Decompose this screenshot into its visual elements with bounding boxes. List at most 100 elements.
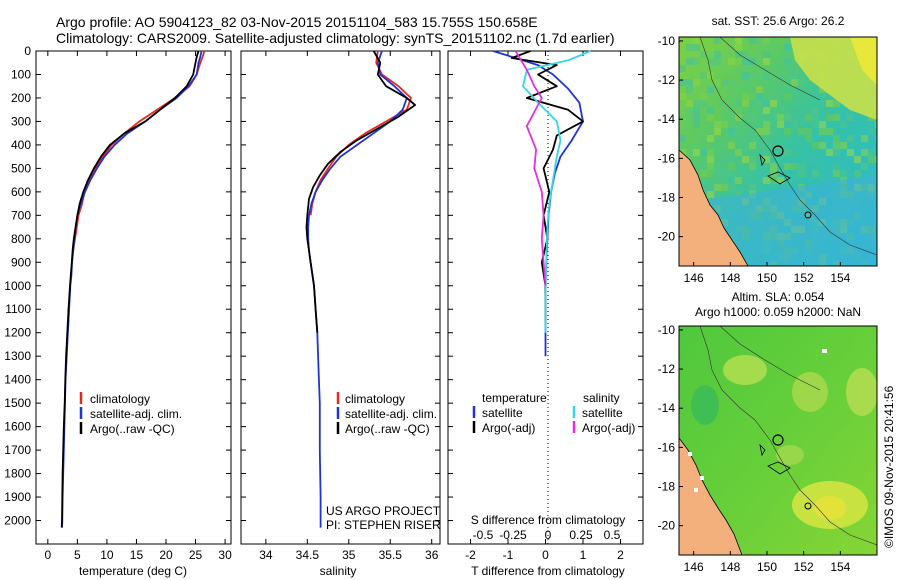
sla-map-axes: 146 148 150 152 154 -10 -12 -14 -16 -18 -20 (658, 323, 851, 574)
sst-pixel (847, 149, 854, 156)
sst-pixel (798, 170, 805, 177)
series-line-salinity-argo-adj- (514, 50, 547, 286)
islet-icon (804, 211, 812, 219)
sst-pixel (798, 128, 805, 135)
s-tick: -0.25 (499, 528, 527, 542)
sst-pixel (833, 100, 840, 107)
sst-pixel (742, 156, 749, 163)
sla-blob (846, 368, 877, 416)
sst-pixel (707, 149, 714, 156)
depth-tick-label: 0 (24, 44, 31, 58)
map-lon-label: 150 (757, 271, 777, 285)
sst-pixel (861, 149, 868, 156)
sst-pixel (714, 51, 721, 58)
temperature-panel: 0100200300400500600700800900100011001200… (4, 44, 232, 578)
s-difference-label: S difference from climatology (471, 513, 626, 527)
sst-pixel (791, 107, 798, 114)
sst-pixel (763, 121, 770, 128)
sst-pixel (756, 128, 763, 135)
sst-pixel (763, 128, 770, 135)
sst-pixel (756, 170, 763, 177)
legend-label-satellite: satellite-adj. clim. (345, 407, 437, 421)
sst-pixel (763, 100, 770, 107)
map-lat-label: -12 (658, 73, 676, 87)
sst-map-panel: sat. SST: 25.6 Argo: 26.2 146 148 150 152 15… (658, 14, 878, 285)
depth-tick-label: 100 (11, 67, 31, 81)
legend-label-argo: Argo(..raw -QC) (345, 422, 430, 436)
sla-map-panel: Altim. SLA: 0.054 Argo h1000: 0.059 h200… (658, 290, 878, 574)
missing-data-pixel (694, 488, 698, 492)
sst-pixel (707, 107, 714, 114)
sla-blob (792, 372, 828, 412)
map-lat-label: -10 (658, 34, 676, 48)
sst-pixel (700, 51, 707, 58)
depth-tick-label: 800 (11, 232, 31, 246)
sst-pixel (756, 184, 763, 191)
x-tick-label: -2 (465, 548, 476, 562)
sst-pixel (847, 135, 854, 142)
sst-pixel (742, 58, 749, 65)
depth-axis: 0 100 200 300 400 500 600 700 800 900 1000 1100 1200… (4, 44, 231, 528)
missing-data-pixel (822, 349, 827, 353)
sla-blob (814, 496, 846, 520)
depth-tick-label: 1800 (4, 467, 31, 481)
sst-pixel (854, 170, 861, 177)
depth-tick-label: 1300 (4, 349, 31, 363)
sst-pixel (686, 86, 693, 93)
series-line-climatology (71, 50, 206, 263)
sst-pixel (693, 121, 700, 128)
sst-pixel (707, 86, 714, 93)
sst-pixel (854, 156, 861, 163)
sst-pixel (763, 72, 770, 79)
sst-pixel (679, 79, 686, 86)
sst-pixel (686, 58, 693, 65)
sst-pixel (707, 191, 714, 198)
sst-pixel (700, 163, 707, 170)
sst-pixel (756, 100, 763, 107)
depth-tick-label: 900 (11, 255, 31, 269)
map-lat-label: -18 (658, 190, 676, 204)
depth-tick-label: 2000 (4, 514, 31, 528)
sst-pixel (777, 121, 784, 128)
sst-pixel (826, 149, 833, 156)
x-tick-label: 0 (542, 548, 549, 562)
sst-pixel (749, 37, 756, 44)
sst-pixel (756, 86, 763, 93)
sst-pixel (721, 142, 728, 149)
sst-pixel (833, 135, 840, 142)
x-tick-label: 10 (100, 548, 114, 562)
sst-pixel (707, 114, 714, 121)
sst-cool-region (700, 175, 877, 266)
islet-icon (759, 443, 791, 475)
sst-pixel (728, 170, 735, 177)
depth-tick-label: 700 (11, 208, 31, 222)
sst-pixel (686, 114, 693, 121)
map-lon-label: 154 (830, 271, 850, 285)
sst-pixel (700, 149, 707, 156)
depth-tick-label: 600 (11, 185, 31, 199)
depth-tick-label: 1700 (4, 443, 31, 457)
title-line-1: Argo profile: AO 5904123_82 03-Nov-2015 … (56, 14, 538, 30)
sst-pixel (756, 72, 763, 79)
depth-tick-label: 1500 (4, 396, 31, 410)
salinity-legend: climatology satellite-adj. clim. Argo(..… (336, 392, 437, 436)
sst-pixel (742, 184, 749, 191)
sst-pixel (840, 142, 847, 149)
sst-pixel (686, 135, 693, 142)
sst-pixel (735, 149, 742, 156)
sst-pixel (728, 184, 735, 191)
depth-tick-label: 1200 (4, 326, 31, 340)
sst-pixel (784, 58, 791, 65)
sst-pixel (686, 44, 693, 51)
sst-pixel (749, 100, 756, 107)
sst-pixel (791, 163, 798, 170)
sst-pixel (679, 65, 686, 72)
x-tick-label: -1 (503, 548, 514, 562)
sst-pixel (735, 44, 742, 51)
sst-shelf-contour (699, 37, 877, 256)
sst-pixel (763, 107, 770, 114)
argo-float-marker-icon (772, 145, 784, 157)
depth-tick-label: 1900 (4, 490, 31, 504)
sst-pixel (875, 135, 877, 142)
sst-pixel (693, 79, 700, 86)
